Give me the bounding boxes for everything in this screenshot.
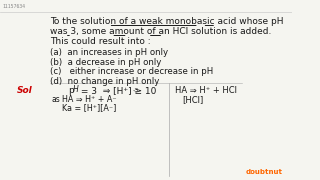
Text: Ka = [H⁺][A⁻]: Ka = [H⁺][A⁻]: [62, 103, 116, 112]
Text: 11157634: 11157634: [3, 4, 26, 9]
Text: doubtnut: doubtnut: [246, 169, 283, 175]
Text: HA ⇒ H⁺ + A⁻: HA ⇒ H⁺ + A⁻: [62, 95, 117, 104]
Text: This could result into :: This could result into :: [50, 37, 151, 46]
Text: To the solution of a weak monobasic acid whose pH: To the solution of a weak monobasic acid…: [50, 17, 284, 26]
Text: Sol: Sol: [16, 86, 32, 95]
Text: was 3, some amount of an HCl solution is added.: was 3, some amount of an HCl solution is…: [50, 27, 272, 36]
Text: HA ⇒ H⁺ + HCl: HA ⇒ H⁺ + HCl: [175, 86, 237, 95]
Text: (b)  a decrease in pH only: (b) a decrease in pH only: [50, 57, 162, 66]
Text: (a)  an increases in pH only: (a) an increases in pH only: [50, 48, 168, 57]
Text: -3: -3: [132, 87, 139, 93]
Text: = 3  ⇒ [H⁺] ≥ 10: = 3 ⇒ [H⁺] ≥ 10: [78, 86, 157, 95]
Text: [HCl]: [HCl]: [182, 95, 204, 104]
Text: as: as: [51, 95, 60, 104]
Text: (d)  no change in pH only: (d) no change in pH only: [50, 76, 160, 86]
Text: p: p: [68, 86, 74, 95]
Text: (c)   either increase or decrease in pH: (c) either increase or decrease in pH: [50, 67, 213, 76]
Text: H: H: [73, 85, 79, 94]
